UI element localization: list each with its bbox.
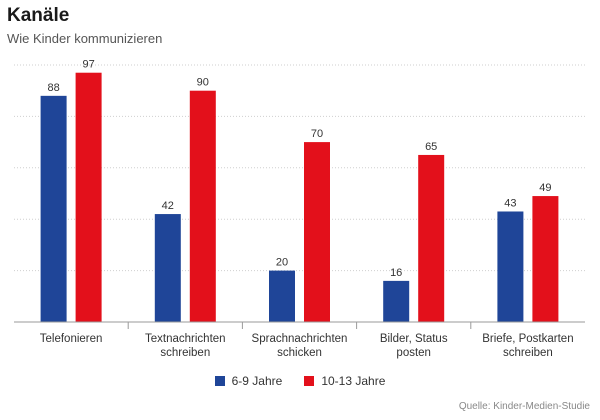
bars <box>40 72 559 323</box>
legend-swatch-10-13 <box>304 376 315 386</box>
category-label: Sprachnachrichten <box>252 333 348 345</box>
chart-subtitle: Wie Kinder kommunizieren <box>7 31 163 46</box>
bar <box>269 270 295 322</box>
category-label: posten <box>396 347 431 359</box>
legend-swatch-6-9 <box>214 376 225 386</box>
legend-label-10-13: 10-13 Jahre <box>321 374 386 388</box>
value-label: 90 <box>197 77 209 89</box>
category-label: Textnachrichten <box>145 333 226 345</box>
value-label: 88 <box>47 82 59 94</box>
value-labels: 88 97 42 90 20 70 16 65 43 49 <box>47 59 551 279</box>
category-label: schreiben <box>503 347 553 359</box>
bar <box>189 90 216 322</box>
value-label: 49 <box>539 182 551 194</box>
value-label: 65 <box>425 141 437 153</box>
value-label: 20 <box>276 257 288 269</box>
bar <box>40 95 67 322</box>
bar <box>418 154 445 322</box>
bar <box>532 196 559 322</box>
category-label: schicken <box>277 347 322 359</box>
value-label: 70 <box>311 128 323 140</box>
value-label: 43 <box>504 197 516 209</box>
category-label: Bilder, Status <box>380 333 448 345</box>
gridlines <box>14 64 585 272</box>
chart-title: Kanäle <box>7 5 70 26</box>
bar <box>75 72 102 323</box>
legend: 6-9 Jahre 10-13 Jahre <box>0 374 600 388</box>
value-label: 97 <box>82 59 94 71</box>
category-label: Briefe, Postkarten <box>482 333 573 345</box>
value-label: 42 <box>162 200 174 212</box>
bar <box>154 214 181 322</box>
legend-label-6-9: 6-9 Jahre <box>231 374 283 388</box>
legend-item-10-13: 10-13 Jahre <box>304 374 385 388</box>
value-label: 16 <box>390 267 402 279</box>
category-label: Telefonieren <box>40 333 103 345</box>
source-note: Quelle: Kinder-Medien-Studie <box>458 401 590 412</box>
category-labels: Telefonieren Textnachrichten schreiben Spra… <box>40 333 574 359</box>
legend-item-6-9: 6-9 Jahre <box>214 374 283 388</box>
bar <box>304 142 330 322</box>
category-label: schreiben <box>160 347 210 359</box>
bar <box>497 211 524 322</box>
x-axis <box>14 321 585 329</box>
bar <box>383 280 410 322</box>
